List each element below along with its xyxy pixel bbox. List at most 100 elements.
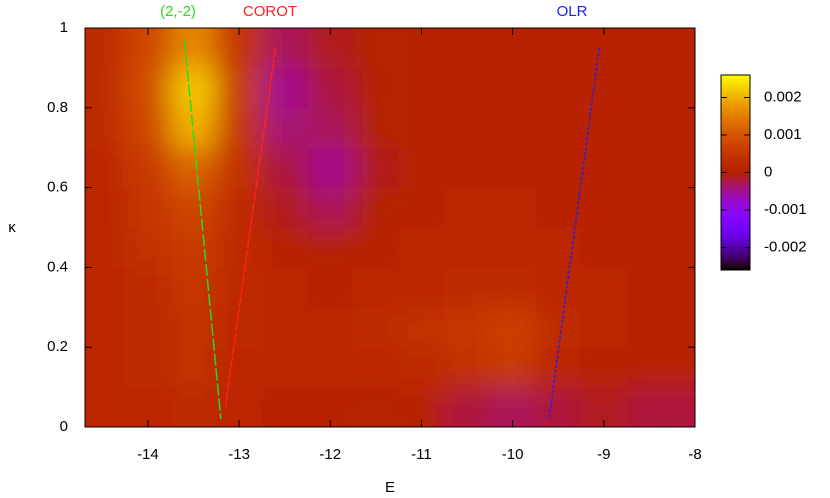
heatmap-cell [535, 107, 582, 149]
heatmap-cell [170, 67, 217, 109]
heatmap-cell [216, 267, 263, 308]
heatmap-cell [125, 267, 172, 308]
y-tick-label: 0.8 [47, 99, 68, 116]
heatmap-cell [125, 227, 172, 268]
heatmap-cell [581, 347, 628, 388]
heatmap-cell [398, 147, 445, 189]
heatmap-cell [170, 347, 217, 388]
heatmap-cell [85, 307, 126, 348]
heatmap-cell [535, 227, 582, 268]
heatmap-cell [626, 67, 695, 109]
heatmap-cell [581, 67, 628, 109]
heatmap-cell [489, 307, 536, 348]
heatmap-cell [535, 187, 582, 228]
heatmap-cell [261, 28, 308, 69]
heatmap-cell [307, 347, 354, 388]
x-tick-label: -14 [137, 446, 159, 463]
overlay: (2,-2) COROT OLR [160, 3, 601, 420]
heatmap-cell [444, 67, 491, 109]
heatmap-cell [444, 227, 491, 268]
heatmap-cell [398, 347, 445, 388]
heatmap-cell [125, 147, 172, 189]
heatmap-cell [85, 267, 126, 308]
x-axis-label: E [385, 479, 395, 496]
curve [224, 47, 277, 408]
heatmap [85, 28, 695, 427]
heatmap-cell [125, 107, 172, 149]
heatmap-cell [398, 227, 445, 268]
heatmap-cell [535, 387, 582, 427]
heatmap-cell [535, 147, 582, 189]
heatmap-cell [261, 147, 308, 189]
heatmap-cell [307, 267, 354, 308]
heatmap-cell [398, 187, 445, 228]
heatmap-cell [626, 267, 695, 308]
heatmap-cell [170, 307, 217, 348]
y-tick-label: 0.2 [47, 338, 68, 355]
heatmap-cell [85, 107, 126, 149]
heatmap-cell [581, 227, 628, 268]
colorbar-tick-label: 0 [764, 163, 772, 180]
heatmap-cell [626, 28, 695, 69]
heatmap-cell [125, 187, 172, 228]
heatmap-cell [581, 307, 628, 348]
heatmap-cell [261, 307, 308, 348]
heatmap-cell [626, 147, 695, 189]
y-tick-label: 0.4 [47, 258, 68, 275]
heatmap-cell [353, 347, 400, 388]
y-tick-label: 0 [60, 418, 68, 435]
heatmap-cell [581, 147, 628, 189]
heatmap-cell [125, 347, 172, 388]
heatmap-cell [626, 347, 695, 388]
heatmap-cell [170, 387, 217, 427]
x-tick-label: -11 [411, 446, 432, 463]
heatmap-cell [261, 107, 308, 149]
heatmap-cell [353, 307, 400, 348]
heatmap-cell [170, 107, 217, 149]
heatmap-cell [489, 347, 536, 388]
heatmap-cell [489, 107, 536, 149]
heatmap-cell [216, 107, 263, 149]
heatmap-cell [85, 147, 126, 189]
heatmap-cell [85, 187, 126, 228]
heatmap-cell [170, 227, 217, 268]
heatmap-cell [216, 227, 263, 268]
heatmap-cell [444, 307, 491, 348]
heatmap-cell [216, 147, 263, 189]
heatmap-cell [398, 307, 445, 348]
x-tick-label: -8 [688, 446, 701, 463]
heatmap-cell [216, 67, 263, 109]
heatmap-cell [489, 67, 536, 109]
colorbar-tick-label: 0.001 [764, 126, 802, 143]
heatmap-cell [398, 267, 445, 308]
heatmap-cell [353, 67, 400, 109]
heatmap-cell [85, 227, 126, 268]
heatmap-cell [535, 307, 582, 348]
heatmap-cell [353, 147, 400, 189]
heatmap-cell [444, 267, 491, 308]
heatmap-cell [444, 147, 491, 189]
heatmap-cell [85, 67, 126, 109]
legend-label: OLR [557, 3, 588, 20]
heatmap-cell [535, 28, 582, 69]
heatmap-cell [261, 347, 308, 388]
heatmap-cell [261, 267, 308, 308]
heatmap-cell [489, 267, 536, 308]
heatmap-cell [353, 107, 400, 149]
heatmap-cell [535, 267, 582, 308]
heatmap-cell [398, 107, 445, 149]
heatmap-cell [626, 227, 695, 268]
heatmap-cell [307, 67, 354, 109]
heatmap-cell [581, 187, 628, 228]
curve [548, 47, 601, 420]
heatmap-cell [353, 267, 400, 308]
plot-border [84, 27, 696, 428]
heatmap-cell [216, 347, 263, 388]
heatmap-cell [444, 107, 491, 149]
heatmap-cell [626, 387, 695, 427]
y-axis-label: κ [8, 219, 16, 236]
heatmap-cell [581, 267, 628, 308]
heatmap-cell [170, 187, 217, 228]
heatmap-cell [261, 67, 308, 109]
